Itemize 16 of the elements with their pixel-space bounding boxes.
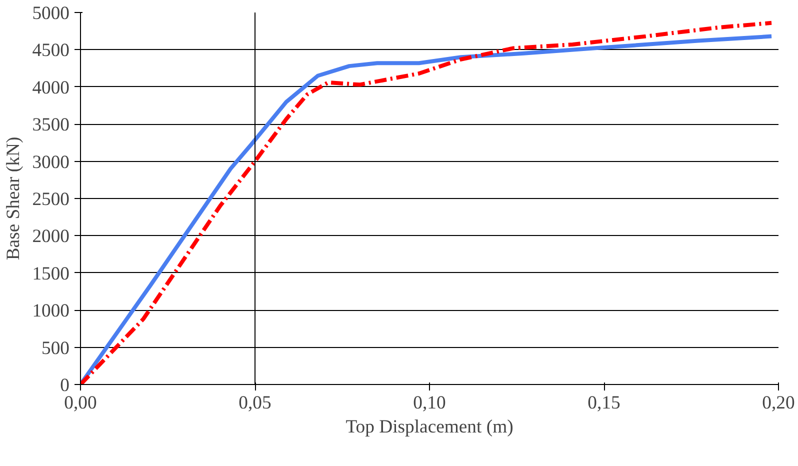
y-tick-label: 5000: [32, 3, 70, 24]
x-tick-label: 0,05: [238, 392, 272, 414]
y-tick-label: 1500: [32, 263, 70, 284]
y-tick-label: 2500: [32, 189, 70, 210]
y-tick-label: 500: [42, 338, 70, 359]
y-tick-label: 2000: [32, 226, 70, 248]
x-tick-label: 0,10: [413, 392, 446, 414]
x-tick-label: 0,20: [762, 392, 795, 414]
y-tick-label: 1000: [32, 300, 70, 322]
y-axis-title: Base Shear (kN): [3, 136, 24, 260]
y-tick-label: 4000: [32, 77, 70, 98]
x-tick-label: 0,15: [588, 392, 620, 414]
y-tick-label: 3000: [32, 152, 70, 173]
y-tick-label: 4500: [32, 40, 70, 62]
x-axis-title: Top Displacement (m): [346, 416, 514, 438]
y-tick-label: 3500: [32, 114, 70, 136]
